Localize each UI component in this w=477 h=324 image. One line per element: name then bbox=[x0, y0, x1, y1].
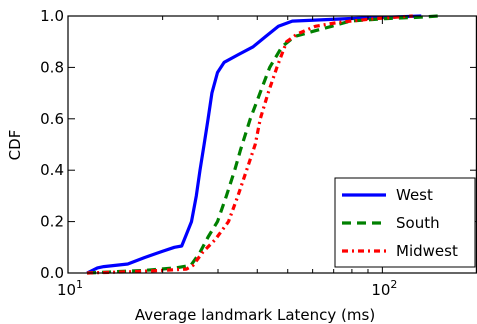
legend-label-south: South bbox=[396, 214, 440, 232]
series-layer bbox=[86, 14, 438, 275]
series-line-south bbox=[87, 14, 438, 275]
y-tick-label: 0.6 bbox=[40, 110, 64, 128]
series-line-west bbox=[86, 14, 422, 275]
y-tick-label: 1.0 bbox=[40, 7, 64, 25]
legend-label-west: West bbox=[396, 186, 433, 204]
plot-frame bbox=[67, 15, 477, 274]
y-tick-label: 0.4 bbox=[40, 161, 64, 179]
y-tick-label: 0.0 bbox=[40, 264, 64, 282]
y-axis-label: CDF bbox=[6, 130, 24, 161]
series-line-midwest bbox=[87, 14, 413, 275]
x-axis-label: Average landmark Latency (ms) bbox=[135, 306, 375, 324]
y-tick-label: 0.8 bbox=[40, 58, 64, 76]
y-tick-label: 0.2 bbox=[40, 213, 64, 231]
x-tick-label: 101 bbox=[57, 278, 83, 299]
x-tick-label: 102 bbox=[371, 278, 397, 299]
ticks-layer: 0.0 0.2 0.4 0.6 0.8 1.0 101 102 bbox=[40, 7, 477, 299]
legend-label-midwest: Midwest bbox=[396, 242, 458, 260]
legend: West South Midwest bbox=[334, 177, 476, 268]
